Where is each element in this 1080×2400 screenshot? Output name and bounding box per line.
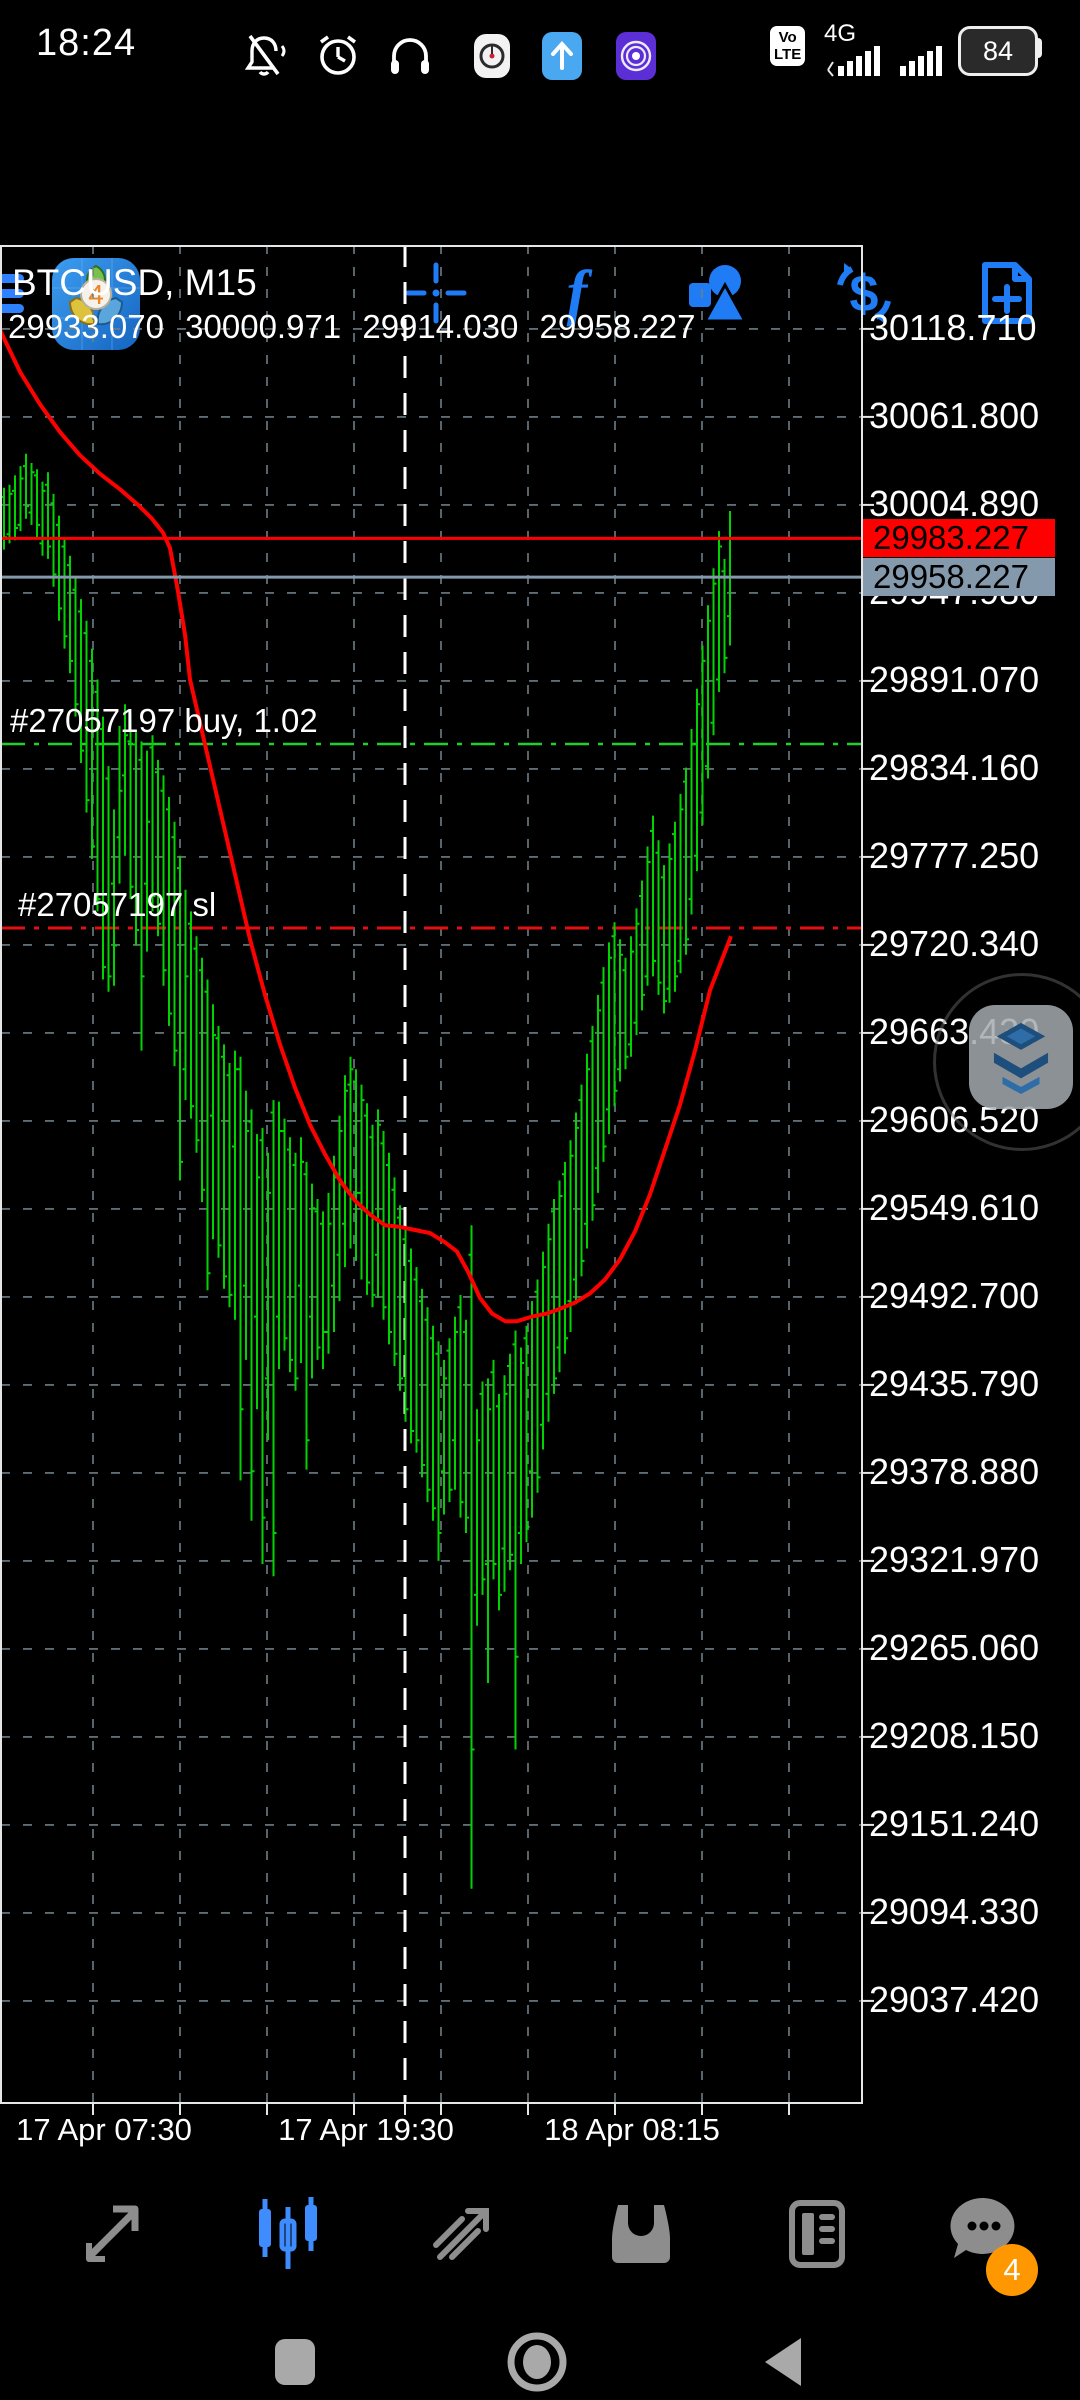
price-gridlines	[1, 328, 862, 2002]
price-axis-label: 29435.790	[869, 1362, 1040, 1404]
price-axis-label: 29492.700	[869, 1274, 1040, 1316]
price-axis-label: 29094.330	[869, 1890, 1040, 1932]
recents-button[interactable]	[250, 2322, 340, 2400]
shield-logo-icon	[993, 1022, 1049, 1094]
ma-line	[0, 329, 733, 1324]
price-axis-label: 30118.710	[869, 306, 1037, 348]
volte-badge: Vo LTE	[770, 26, 806, 66]
network-type-label: 4G	[824, 20, 857, 47]
bottom-nav-messages[interactable]	[929, 2182, 1039, 2286]
price-axis-label: 29378.880	[869, 1450, 1040, 1492]
time-axis-label: 17 Apr 07:30	[16, 2112, 192, 2147]
signal-bars-icon-1	[827, 46, 880, 77]
objects-icon[interactable]	[684, 258, 754, 328]
price-axis-label: 29549.610	[869, 1186, 1040, 1228]
back-button[interactable]	[738, 2322, 828, 2400]
price-axis-label: 29151.240	[869, 1802, 1040, 1844]
top-toolbar: 4 f $	[0, 120, 1080, 350]
ohlc-close: 29958.227	[539, 308, 696, 345]
price-chart[interactable]	[0, 245, 880, 2125]
price-axis-label: 29720.340	[869, 922, 1040, 964]
arrow-up-app-icon	[542, 32, 582, 80]
position-sl-label: #27057197 sl	[18, 885, 217, 923]
ohlc-readout: 29933.070 30000.971 29914.030 29958.227	[8, 308, 708, 346]
home-button[interactable]	[492, 2322, 582, 2400]
price-axis-label: 29265.060	[869, 1626, 1040, 1668]
crosshair-icon[interactable]	[401, 258, 471, 328]
status-bar: 18:24	[0, 0, 1080, 92]
axis-ticks	[92, 327, 874, 2115]
bottom-nav-trade[interactable]	[410, 2182, 520, 2286]
alarm-clock-icon	[319, 35, 357, 75]
battery-indicator: 84	[958, 26, 1038, 76]
muted-bell-icon	[244, 34, 286, 76]
price-axis-label: 29321.970	[869, 1538, 1040, 1580]
price-axis-label: 29834.160	[869, 746, 1040, 788]
ohlc-high: 30000.971	[185, 308, 342, 345]
price-axis-label: 29891.070	[869, 658, 1040, 700]
bottom-nav-charts[interactable]	[233, 2182, 343, 2286]
bottom-nav-quotes[interactable]	[57, 2182, 167, 2286]
position-buy-label: #27057197 buy, 1.02	[10, 701, 318, 739]
mt4-badge-number: 4	[88, 279, 104, 310]
vpn-app-icon	[616, 32, 656, 80]
chart-symbol-title: BTCUSD, M15	[12, 262, 257, 303]
bottom-nav-mailbox[interactable]	[586, 2182, 696, 2286]
chart-border	[0, 245, 863, 2104]
bid-price-flag: 29958.227	[863, 558, 1055, 597]
price-axis-label: 30004.890	[869, 482, 1040, 524]
menu-icon[interactable]	[0, 268, 34, 324]
recorder-icon	[474, 34, 510, 78]
ask-price-flag: 29983.227	[863, 519, 1055, 558]
battery-percent: 84	[982, 35, 1014, 66]
floating-widget-ring	[933, 973, 1080, 1151]
ohlc-open: 29933.070	[8, 308, 164, 345]
new-chart-icon[interactable]	[972, 258, 1042, 328]
price-axis-label: 29037.420	[869, 1978, 1040, 2020]
time-axis-label: 18 Apr 08:15	[544, 2112, 720, 2147]
price-axis-label: 30061.800	[869, 394, 1040, 436]
chat-unread-badge: 4	[986, 2244, 1038, 2296]
ohlc-low: 29914.030	[362, 308, 519, 345]
headphones-icon	[391, 38, 429, 74]
signal-bars-icon-2	[900, 46, 942, 76]
ohlc-bars	[1, 453, 733, 1889]
price-axis-label: 29208.150	[869, 1714, 1040, 1756]
bottom-nav-news[interactable]	[762, 2182, 872, 2286]
floating-widget[interactable]	[969, 1005, 1073, 1109]
time-axis-label: 17 Apr 19:30	[278, 2112, 454, 2147]
function-icon[interactable]: f	[542, 258, 612, 328]
status-clock: 18:24	[36, 22, 137, 64]
price-axis-label: 29777.250	[869, 834, 1040, 876]
mt4-app-icon[interactable]: 4	[50, 254, 142, 354]
svg-text:$: $	[850, 265, 879, 323]
currency-exchange-icon[interactable]: $	[829, 258, 899, 328]
battery-nub	[1036, 38, 1042, 58]
